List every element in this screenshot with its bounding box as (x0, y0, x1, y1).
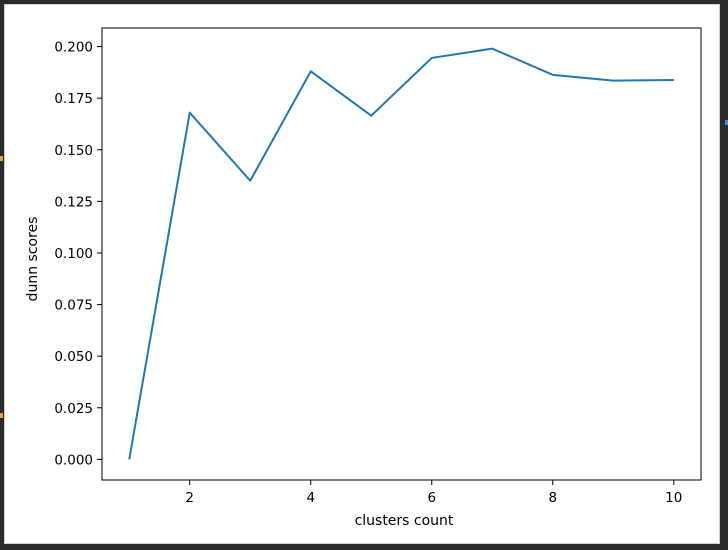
right-edge-accent (725, 120, 728, 125)
figure-panel: 2 4 6 8 10 0.000 0.025 0.050 0.075 0.100 0.125 0.15… (4, 4, 720, 544)
series-line-0 (128, 47, 674, 460)
axis-ticks: 2 4 6 8 10 0.000 0.025 0.050 0.075 0.100 0.125 0.15… (54, 40, 682, 506)
left-edge-accent-2 (0, 413, 3, 418)
y-tick-label: 0.200 (54, 40, 93, 56)
x-tick-label: 4 (306, 490, 315, 506)
x-axis-label: clusters count (355, 513, 454, 529)
y-tick-label: 0.000 (54, 452, 93, 468)
x-tick-label: 10 (665, 490, 682, 506)
x-tick-label: 6 (427, 490, 436, 506)
y-tick-label: 0.175 (54, 91, 93, 107)
left-edge-accent-1 (0, 156, 3, 161)
x-tick-label: 2 (185, 490, 194, 506)
y-axis-label: dunn scores (25, 217, 41, 302)
y-tick-label: 0.075 (54, 298, 93, 314)
plot-frame (101, 27, 702, 481)
y-tick-label: 0.125 (54, 194, 93, 210)
y-tick-label: 0.025 (54, 401, 93, 417)
plot-area (101, 27, 702, 481)
x-tick-label: 8 (548, 490, 557, 506)
line-chart: 2 4 6 8 10 0.000 0.025 0.050 0.075 0.100 0.125 0.15… (25, 27, 702, 529)
y-tick-label: 0.150 (54, 143, 93, 159)
y-tick-label: 0.050 (54, 349, 93, 365)
y-tick-label: 0.100 (54, 246, 93, 262)
